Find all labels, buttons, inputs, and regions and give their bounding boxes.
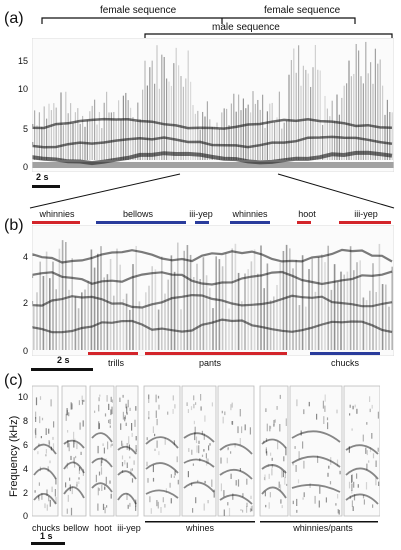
call-label-bellows: bellows (122, 209, 153, 219)
panel-c-label-whines: whines (185, 523, 214, 533)
call-label-iii-yep-2: iii-yep (354, 209, 378, 219)
panel-c-label-whinnies-pants: whinnies/pants (293, 523, 353, 533)
call-label-iii-yep-1: iii-yep (189, 209, 213, 219)
panel-c-label-iii-yep: iii-yep (117, 523, 141, 533)
panel-c-ytick-4: 4 (22, 464, 28, 474)
panel-c-scale-label: 1 s (40, 531, 53, 541)
panel-b-label: (b) (4, 217, 24, 234)
panel-c-label-bellow: bellow (63, 523, 89, 533)
panel-a-scale-bar (32, 185, 60, 188)
panel-c-scale-bar (31, 542, 65, 545)
panel-a-ytick-5: 5 (22, 124, 28, 134)
bracket-label-male: male sequence (212, 22, 280, 33)
call-label-trills: trills (108, 358, 124, 368)
zoom-lines (29, 173, 395, 209)
panel-c-label: (c) (4, 372, 23, 389)
panel-a-label: (a) (4, 10, 24, 27)
panel-c-group-underlines (145, 521, 378, 523)
call-label-whinnies-1: whinnies (39, 209, 75, 219)
panel-a-brackets (41, 17, 393, 40)
panel-a-ytick-10: 10 (17, 84, 28, 94)
panel-a-ytick-15: 15 (17, 56, 28, 66)
panel-c-y-axis-label: Frequency (kHz) (8, 415, 20, 497)
panel-c-ytick-6: 6 (22, 440, 28, 450)
spectrogram-a (32, 38, 394, 172)
panel-a-scale-label: 2 s (36, 172, 49, 182)
call-label-pants: pants (198, 358, 222, 368)
bracket-label-female-1: female sequence (100, 5, 177, 16)
panel-b-bottom-bars (88, 352, 380, 355)
panel-b-ytick-2: 2 (22, 298, 28, 308)
call-label-hoot: hoot (298, 209, 316, 219)
panel-c-ytick-10: 10 (17, 392, 28, 402)
call-label-chucks: chucks (330, 358, 359, 368)
panel-b-top-bars (32, 221, 391, 224)
bracket-label-female-2: female sequence (264, 5, 341, 16)
panel-a-ytick-0: 0 (22, 162, 28, 172)
spectrogram-b (32, 225, 394, 356)
panel-b-ytick-4: 4 (22, 252, 28, 262)
panel-c-ytick-8: 8 (22, 416, 28, 426)
panel-c-ytick-2: 2 (22, 488, 28, 498)
panel-c-label-hoot: hoot (94, 523, 112, 533)
panel-b-scale-label: 2 s (57, 355, 70, 365)
panel-b-ytick-0: 0 (22, 346, 28, 356)
call-label-whinnies-2: whinnies (232, 209, 268, 219)
panel-c-ytick-0: 0 (22, 511, 28, 521)
spectrogram-c-group (31, 384, 381, 520)
panel-c-label-chucks: chucks (31, 523, 60, 533)
panel-b-scale-bar (31, 368, 93, 371)
